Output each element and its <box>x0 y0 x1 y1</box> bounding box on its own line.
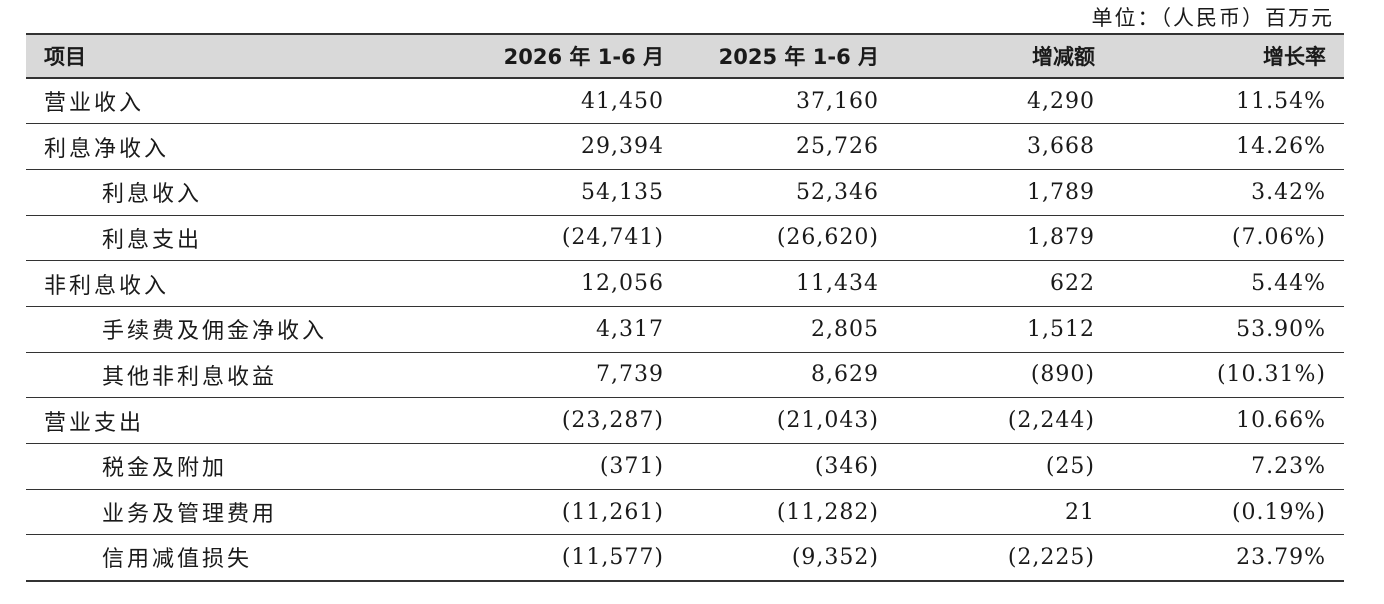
cell-2025: 8,629 <box>682 352 897 399</box>
table-header-row: 项目 2026 年 1-6 月 2025 年 1-6 月 增减额 增长率 <box>26 33 1344 79</box>
cell-growth-rate: 11.54% <box>1113 78 1344 125</box>
table-row: 利息净收入 29,394 25,726 3,668 14.26% <box>26 123 1344 170</box>
row-label: 利息支出 <box>26 215 456 262</box>
cell-2026: (24,741) <box>456 215 682 262</box>
table-row: 非利息收入 12,056 11,434 622 5.44% <box>26 260 1344 307</box>
row-label: 利息净收入 <box>26 123 456 170</box>
cell-2025: 52,346 <box>682 169 897 216</box>
header-2025: 2025 年 1-6 月 <box>682 33 897 79</box>
cell-2026: (11,577) <box>456 534 682 582</box>
cell-growth-rate: 53.90% <box>1113 306 1344 353</box>
table-row: 营业收入 41,450 37,160 4,290 11.54% <box>26 78 1344 125</box>
financial-table: 项目 2026 年 1-6 月 2025 年 1-6 月 增减额 增长率 营业收… <box>26 33 1344 582</box>
row-label: 业务及管理费用 <box>26 489 456 536</box>
cell-2025: 11,434 <box>682 260 897 307</box>
table-row: 营业支出 (23,287) (21,043) (2,244) 10.66% <box>26 397 1344 444</box>
cell-change: 622 <box>897 260 1113 307</box>
cell-2026: 12,056 <box>456 260 682 307</box>
cell-growth-rate: (7.06%) <box>1113 215 1344 262</box>
cell-2026: 4,317 <box>456 306 682 353</box>
cell-growth-rate: (10.31%) <box>1113 352 1344 399</box>
cell-2025: (26,620) <box>682 215 897 262</box>
cell-2026: 7,739 <box>456 352 682 399</box>
table-body: 营业收入 41,450 37,160 4,290 11.54% 利息净收入 29,394 25… <box>26 78 1344 582</box>
header-growth-rate: 增长率 <box>1113 33 1344 79</box>
cell-change: 4,290 <box>897 78 1113 125</box>
cell-growth-rate: 5.44% <box>1113 260 1344 307</box>
row-label: 其他非利息收益 <box>26 352 456 399</box>
cell-change: (25) <box>897 443 1113 490</box>
cell-change: 1,789 <box>897 169 1113 216</box>
cell-2025: 25,726 <box>682 123 897 170</box>
cell-change: 21 <box>897 489 1113 536</box>
cell-growth-rate: (0.19%) <box>1113 489 1344 536</box>
cell-change: (890) <box>897 352 1113 399</box>
row-label: 手续费及佣金净收入 <box>26 306 456 353</box>
cell-2025: 37,160 <box>682 78 897 125</box>
cell-change: 1,879 <box>897 215 1113 262</box>
row-label: 非利息收入 <box>26 260 456 307</box>
cell-growth-rate: 14.26% <box>1113 123 1344 170</box>
cell-2025: (346) <box>682 443 897 490</box>
table-row: 信用减值损失 (11,577) (9,352) (2,225) 23.79% <box>26 534 1344 582</box>
row-label: 税金及附加 <box>26 443 456 490</box>
cell-2026: (371) <box>456 443 682 490</box>
header-2026: 2026 年 1-6 月 <box>456 33 682 79</box>
header-item: 项目 <box>26 33 456 79</box>
cell-2025: 2,805 <box>682 306 897 353</box>
cell-change: 1,512 <box>897 306 1113 353</box>
cell-2026: 54,135 <box>456 169 682 216</box>
cell-growth-rate: 23.79% <box>1113 534 1344 582</box>
table-row: 其他非利息收益 7,739 8,629 (890) (10.31%) <box>26 352 1344 399</box>
row-label: 信用减值损失 <box>26 534 456 582</box>
cell-change: 3,668 <box>897 123 1113 170</box>
cell-2026: (23,287) <box>456 397 682 444</box>
table-row: 业务及管理费用 (11,261) (11,282) 21 (0.19%) <box>26 489 1344 536</box>
cell-2026: 41,450 <box>456 78 682 125</box>
cell-growth-rate: 10.66% <box>1113 397 1344 444</box>
row-label: 利息收入 <box>26 169 456 216</box>
unit-note: 单位：（人民币）百万元 <box>1091 6 1334 30</box>
table-row: 手续费及佣金净收入 4,317 2,805 1,512 53.90% <box>26 306 1344 353</box>
cell-growth-rate: 3.42% <box>1113 169 1344 216</box>
row-label: 营业支出 <box>26 397 456 444</box>
table-row: 利息支出 (24,741) (26,620) 1,879 (7.06%) <box>26 215 1344 262</box>
table-row: 利息收入 54,135 52,346 1,789 3.42% <box>26 169 1344 216</box>
header-change: 增减额 <box>897 33 1113 79</box>
cell-2025: (11,282) <box>682 489 897 536</box>
cell-2025: (21,043) <box>682 397 897 444</box>
cell-change: (2,244) <box>897 397 1113 444</box>
cell-growth-rate: 7.23% <box>1113 443 1344 490</box>
cell-change: (2,225) <box>897 534 1113 582</box>
row-label: 营业收入 <box>26 78 456 125</box>
table-row: 税金及附加 (371) (346) (25) 7.23% <box>26 443 1344 490</box>
cell-2026: 29,394 <box>456 123 682 170</box>
cell-2025: (9,352) <box>682 534 897 582</box>
cell-2026: (11,261) <box>456 489 682 536</box>
